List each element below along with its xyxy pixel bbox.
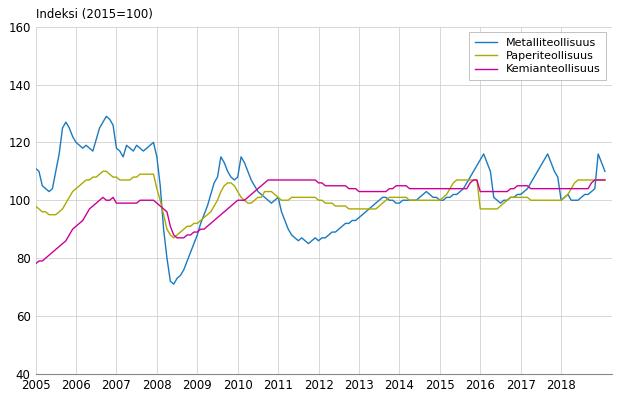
Paperiteollisuus [311, 195, 319, 200]
Line: Metalliteollisuus: Metalliteollisuus [35, 116, 605, 284]
Paperiteollisuus [99, 169, 107, 174]
Paperiteollisuus [251, 198, 259, 203]
Metalliteollisuus [601, 169, 609, 174]
Kemianteollisuus [244, 195, 252, 200]
Kemianteollisuus [311, 178, 319, 182]
Legend: Metalliteollisuus, Paperiteollisuus, Kemianteollisuus: Metalliteollisuus, Paperiteollisuus, Kem… [469, 32, 606, 80]
Paperiteollisuus [32, 204, 39, 208]
Metalliteollisuus [315, 238, 322, 243]
Metalliteollisuus [311, 236, 319, 240]
Kemianteollisuus [544, 186, 551, 191]
Kemianteollisuus [308, 178, 316, 182]
Paperiteollisuus [547, 198, 555, 203]
Metalliteollisuus [170, 282, 177, 286]
Kemianteollisuus [32, 262, 39, 266]
Metalliteollisuus [547, 160, 555, 165]
Metalliteollisuus [102, 114, 110, 119]
Metalliteollisuus [116, 149, 123, 154]
Paperiteollisuus [315, 198, 322, 203]
Text: Indeksi (2015=100): Indeksi (2015=100) [35, 8, 153, 21]
Paperiteollisuus [116, 178, 123, 182]
Kemianteollisuus [601, 178, 609, 182]
Paperiteollisuus [170, 236, 177, 240]
Line: Kemianteollisuus: Kemianteollisuus [35, 180, 605, 264]
Kemianteollisuus [264, 178, 272, 182]
Kemianteollisuus [335, 183, 342, 188]
Metalliteollisuus [339, 224, 346, 229]
Line: Paperiteollisuus: Paperiteollisuus [35, 171, 605, 238]
Paperiteollisuus [601, 178, 609, 182]
Metalliteollisuus [32, 166, 39, 171]
Metalliteollisuus [251, 183, 259, 188]
Kemianteollisuus [113, 201, 120, 206]
Paperiteollisuus [339, 204, 346, 208]
